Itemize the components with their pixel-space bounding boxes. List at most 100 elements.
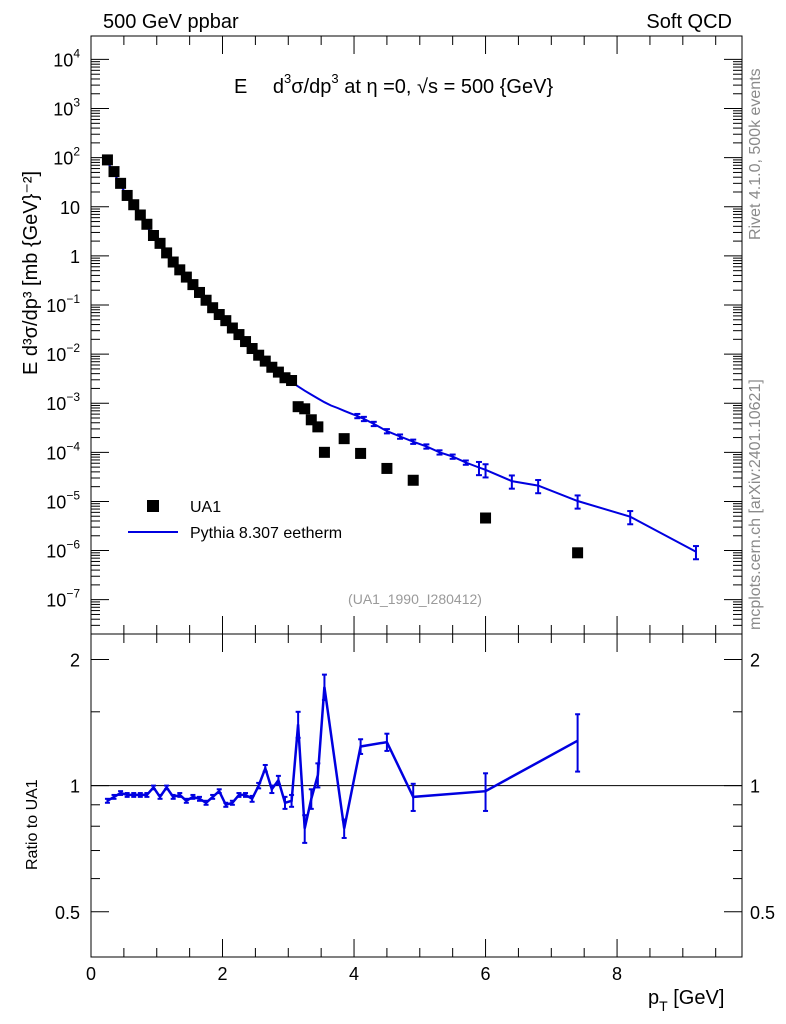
header-right: Soft QCD <box>646 11 732 33</box>
main-ytick-label: 103 <box>53 96 80 120</box>
ratio-panel-frame <box>90 633 743 958</box>
main-ytick-label: 10 <box>60 198 80 218</box>
x-axis-label-main: p <box>648 987 659 1009</box>
main-ytick-exp: −3 <box>66 390 80 404</box>
ua1-point <box>407 474 419 486</box>
ua1-point <box>480 512 492 524</box>
ua1-point <box>141 218 153 230</box>
ua1-point <box>180 271 192 283</box>
main-title: E d3σ/dp3 at η =0, √s = 500 {GeV} <box>234 71 553 98</box>
ua1-point <box>147 230 159 242</box>
ratio-data-marks <box>91 673 742 844</box>
ua1-point <box>115 177 127 189</box>
legend-label-ua1: UA1 <box>190 499 221 516</box>
ua1-point <box>292 401 304 413</box>
ua1-point <box>233 329 245 341</box>
x-tick-label: 4 <box>349 964 359 984</box>
side-label-bottom: mcplots.cern.ch [arXiv:2401.10621] <box>747 379 764 630</box>
main-ytick-label: 10−4 <box>46 439 80 463</box>
main-ytick-base: 10 <box>53 149 73 169</box>
ratio-ytick-label: 0.5 <box>55 903 80 923</box>
main-ytick-label: 10−5 <box>46 488 80 512</box>
main-ytick-label: 104 <box>53 46 80 70</box>
ua1-point <box>381 462 393 474</box>
ua1-point <box>312 421 324 433</box>
ua1-point <box>272 366 284 378</box>
ratio-axis-ticks: 0 2 4 6 8 2 2 1 1 0.5 0.5 <box>55 634 775 984</box>
ua1-point <box>259 355 271 367</box>
pythia-line <box>106 161 697 553</box>
ratio-ytick-label: 1 <box>70 777 80 797</box>
x-tick-label: 2 <box>218 964 228 984</box>
main-ytick-base: 10 <box>46 345 66 365</box>
main-ytick-label: 102 <box>53 145 80 169</box>
ua1-point <box>121 189 133 201</box>
main-ytick-exp: −7 <box>66 587 80 601</box>
main-ytick-exp: 2 <box>73 145 80 159</box>
main-ytick-label: 10−2 <box>46 341 80 365</box>
ua1-point <box>572 547 584 559</box>
ua1-point <box>279 372 291 384</box>
main-ytick-base: 10 <box>46 542 66 562</box>
main-ytick-exp: −5 <box>66 488 80 502</box>
ua1-point <box>240 336 252 348</box>
main-title-prefix: E <box>234 76 247 98</box>
ratio-ytick-label: 2 <box>70 650 80 670</box>
ua1-point <box>134 209 146 221</box>
legend-marker-ua1 <box>147 500 159 512</box>
ua1-point <box>318 446 330 458</box>
main-ytick-exp: −2 <box>66 341 80 355</box>
main-ytick-base: 1 <box>70 247 80 267</box>
ua1-point <box>187 279 199 291</box>
header-left: 500 GeV ppbar <box>103 11 239 33</box>
ua1-point <box>101 154 113 166</box>
ratio-ytick-label-right: 0.5 <box>750 903 775 923</box>
main-ytick-base: 10 <box>53 100 73 120</box>
main-ytick-label: 1 <box>70 247 80 267</box>
main-ytick-base: 10 <box>46 492 66 512</box>
main-data-marks <box>101 154 699 561</box>
x-tick-label: 8 <box>612 964 622 984</box>
main-ytick-label: 10−7 <box>46 587 80 611</box>
main-ytick-base: 10 <box>46 591 66 611</box>
ua1-point <box>194 286 205 298</box>
ua1-point <box>154 237 166 249</box>
main-title-sup2: 3 <box>331 71 338 86</box>
main-ytick-exp: −4 <box>66 439 80 453</box>
main-ytick-label: 10−1 <box>46 292 80 316</box>
x-axis-label-unit: [GeV] <box>668 987 725 1009</box>
x-tick-label: 0 <box>86 964 96 984</box>
ua1-point <box>266 361 278 373</box>
main-ytick-base: 10 <box>46 296 66 316</box>
ua1-point <box>220 315 232 327</box>
ua1-point <box>128 199 140 211</box>
ratio-line <box>106 686 579 829</box>
x-axis-label: pT [GeV] <box>648 987 724 1014</box>
ua1-point <box>286 375 298 387</box>
ua1-point <box>246 343 258 355</box>
main-title-mid: σ/dp <box>291 76 331 98</box>
ua1-point <box>226 322 238 334</box>
watermark: (UA1_1990_I280412) <box>348 591 482 607</box>
legend-label-pythia: Pythia 8.307 eetherm <box>190 525 342 542</box>
ua1-point <box>213 309 225 321</box>
main-ytick-base: 10 <box>60 198 80 218</box>
ua1-point <box>200 294 212 306</box>
main-ytick-exp: 3 <box>73 96 80 110</box>
ua1-point <box>108 166 120 178</box>
main-ytick-base: 10 <box>46 394 66 414</box>
side-label-top: Rivet 4.1.0, 500k events <box>747 68 764 240</box>
main-ytick-exp: −1 <box>66 292 80 306</box>
main-ytick-base: 10 <box>53 50 73 70</box>
main-ytick-base: 10 <box>46 443 66 463</box>
legend: UA1 Pythia 8.307 eetherm <box>128 499 342 542</box>
ua1-point <box>167 256 179 268</box>
ua1-point <box>174 264 186 276</box>
x-tick-label: 6 <box>481 964 491 984</box>
main-panel-frame <box>90 35 743 635</box>
ua1-point <box>299 403 311 415</box>
ua1-point <box>253 349 265 361</box>
ratio-ylabel: Ratio to UA1 <box>24 779 41 870</box>
ua1-point <box>207 302 219 314</box>
